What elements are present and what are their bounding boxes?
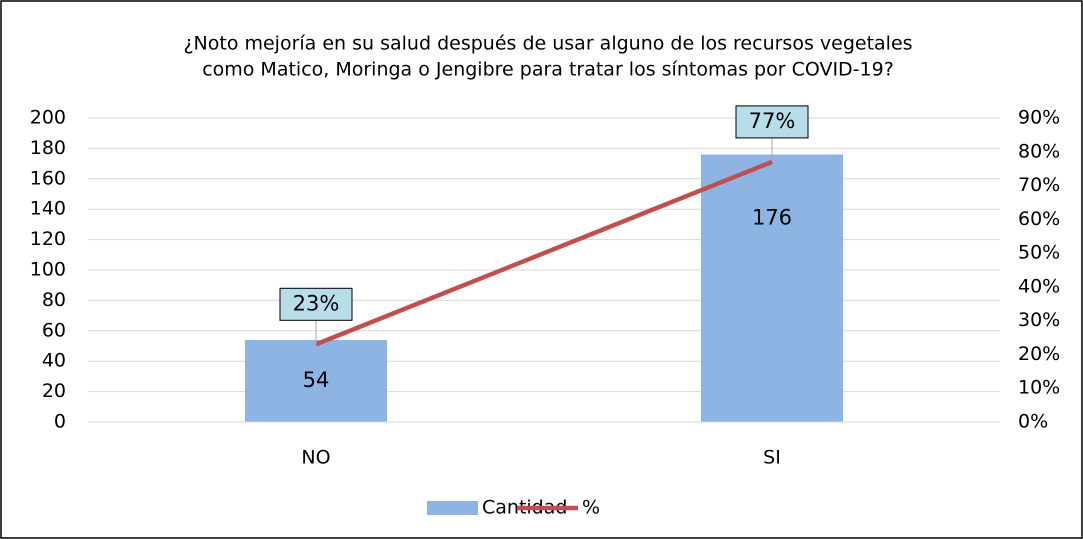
bar [245, 339, 387, 422]
y2-tick-label: 60% [1018, 208, 1060, 230]
x-tick-label: SI [763, 447, 781, 469]
legend-label: % [582, 497, 600, 519]
y2-tick-label: 50% [1018, 242, 1060, 264]
y2-tick-label: 70% [1018, 174, 1060, 196]
y-tick-label: 40 [42, 350, 66, 372]
data-label-box [735, 105, 809, 139]
y2-tick-label: 80% [1018, 140, 1060, 162]
y-tick-label: 80 [42, 289, 66, 311]
x-tick-label: NO [301, 447, 330, 469]
y-tick-label: 60 [42, 319, 66, 341]
y-tick-label: 20 [42, 380, 66, 402]
y-tick-label: 160 [30, 167, 66, 189]
y2-tick-label: 20% [1018, 343, 1060, 365]
data-label: 23% [293, 291, 340, 315]
y-tick-label: 0 [54, 411, 66, 433]
y-tick-label: 180 [30, 137, 66, 159]
y2-tick-label: 0% [1018, 411, 1048, 433]
legend-swatch [427, 501, 478, 515]
data-label: 77% [749, 109, 796, 133]
chart-title: como Matico, Moringa o Jengibre para tra… [202, 59, 894, 81]
y2-tick-label: 40% [1018, 275, 1060, 297]
y-tick-label: 200 [30, 107, 66, 129]
bar [701, 154, 843, 423]
chart-title: ¿Noto mejoría en su salud después de usa… [183, 33, 912, 55]
data-label-box [279, 287, 353, 321]
data-label: 54 [303, 368, 330, 392]
line [315, 159, 773, 347]
y2-tick-label: 30% [1018, 309, 1060, 331]
y-tick-label: 100 [30, 259, 66, 281]
data-label: 176 [752, 205, 792, 229]
y2-tick-label: 90% [1018, 107, 1060, 129]
y-tick-label: 140 [30, 198, 66, 220]
y2-tick-label: 10% [1018, 377, 1060, 399]
y-tick-label: 120 [30, 228, 66, 250]
